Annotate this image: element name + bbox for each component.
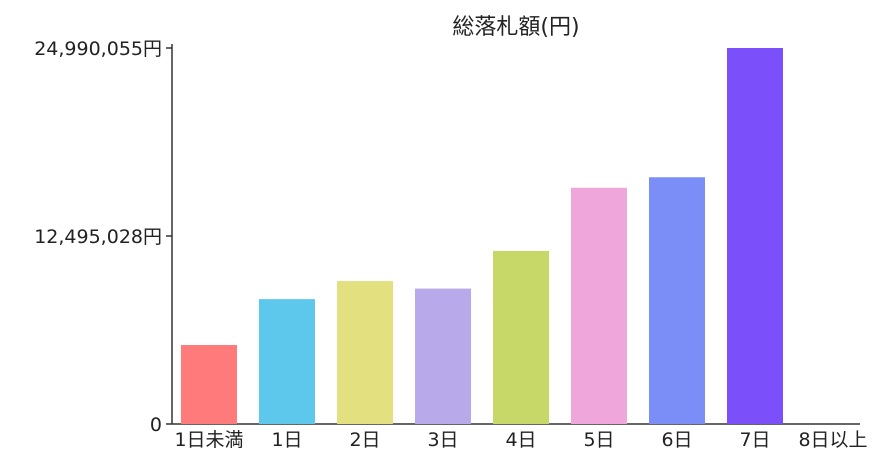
x-axis-tick-labels: 1日未満 1日 2日 3日 4日 5日 6日 7日 8日以上 [174, 429, 867, 451]
bar [181, 345, 237, 424]
y-tick-label: 24,990,055円 [34, 38, 162, 60]
bar [493, 250, 549, 424]
bar [727, 48, 783, 424]
x-tick-label: 8日以上 [798, 429, 867, 451]
x-tick-label: 1日 [271, 429, 302, 451]
y-tick-label: 0 [150, 414, 162, 436]
x-tick-label: 1日未満 [174, 429, 243, 451]
bar [337, 281, 393, 424]
bar [571, 187, 627, 424]
x-tick-label: 3日 [427, 429, 458, 451]
chart-title: 総落札額(円) [452, 15, 579, 40]
x-tick-label: 7日 [739, 429, 770, 451]
bar [649, 177, 705, 424]
y-axis-ticks: 0 12,495,028円 24,990,055円 [34, 38, 172, 436]
x-tick-label: 5日 [583, 429, 614, 451]
x-tick-label: 4日 [505, 429, 536, 451]
bar [259, 299, 315, 424]
x-tick-label: 2日 [349, 429, 380, 451]
bar [415, 288, 471, 424]
bar-series [181, 48, 783, 424]
x-tick-label: 6日 [661, 429, 692, 451]
y-tick-label: 12,495,028円 [34, 226, 162, 248]
